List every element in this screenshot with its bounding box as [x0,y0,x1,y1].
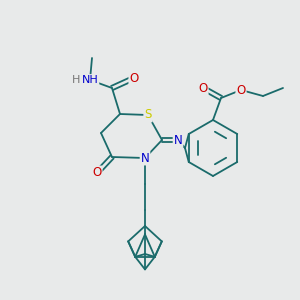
Text: O: O [198,82,208,94]
Text: N: N [174,134,182,146]
Text: H: H [72,75,80,85]
Text: O: O [129,71,139,85]
Text: S: S [144,109,152,122]
Text: O: O [236,83,246,97]
Text: N: N [141,152,149,164]
Text: O: O [92,167,102,179]
Text: NH: NH [82,75,98,85]
